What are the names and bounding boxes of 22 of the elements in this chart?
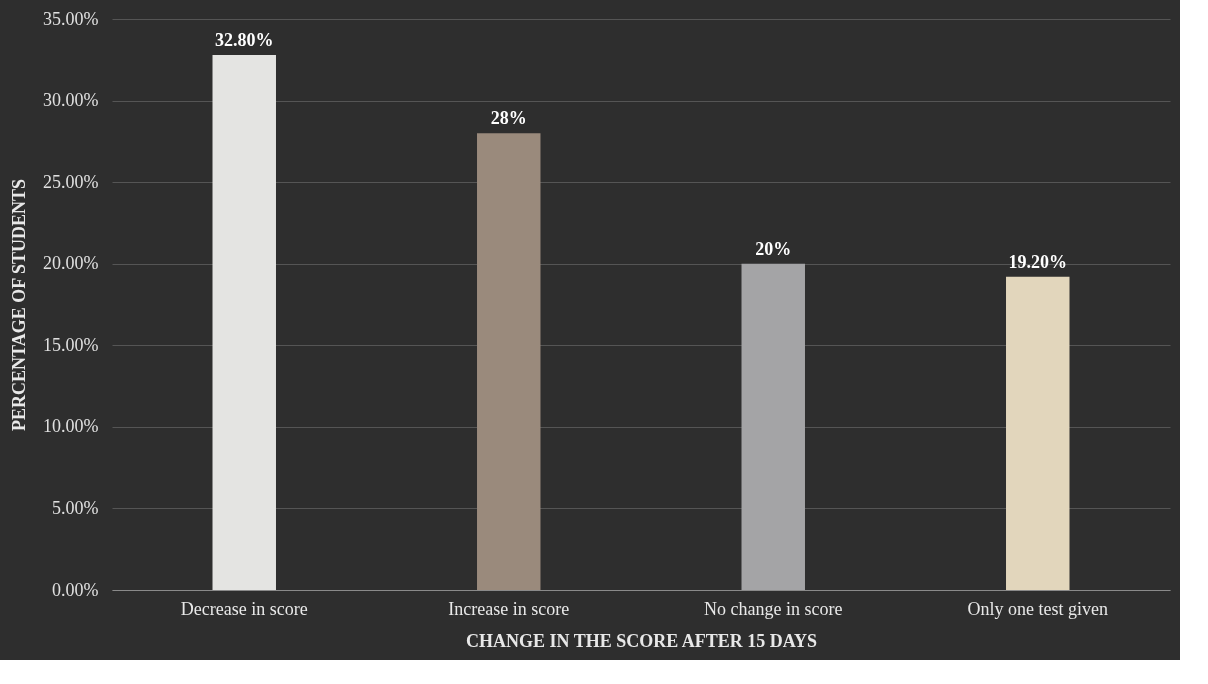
y-tick-label: 15.00% <box>43 334 99 355</box>
x-tick-label: Decrease in score <box>180 598 308 619</box>
x-tick-label: Only one test given <box>967 598 1108 619</box>
y-tick-label: 0.00% <box>52 579 99 600</box>
bar <box>741 263 805 590</box>
bar <box>477 133 541 590</box>
bar <box>212 54 276 590</box>
data-label: 19.20% <box>1008 251 1067 272</box>
y-tick-label: 20.00% <box>43 253 99 274</box>
y-axis-title: PERCENTAGE OF STUDENTS <box>9 178 30 432</box>
y-tick-label: 30.00% <box>43 90 99 111</box>
x-axis-title: CHANGE IN THE SCORE AFTER 15 DAYS <box>465 630 818 651</box>
data-label: 32.80% <box>215 29 274 50</box>
data-label: 20% <box>755 238 792 259</box>
data-label: 28% <box>490 108 527 129</box>
y-tick-label: 25.00% <box>43 171 99 192</box>
x-tick-label: No change in score <box>704 598 843 619</box>
x-tick-label: Increase in score <box>448 598 570 619</box>
bar <box>1006 276 1070 590</box>
y-tick-label: 10.00% <box>43 416 99 437</box>
y-tick-label: 35.00% <box>43 8 99 29</box>
y-tick-label: 5.00% <box>52 497 99 518</box>
